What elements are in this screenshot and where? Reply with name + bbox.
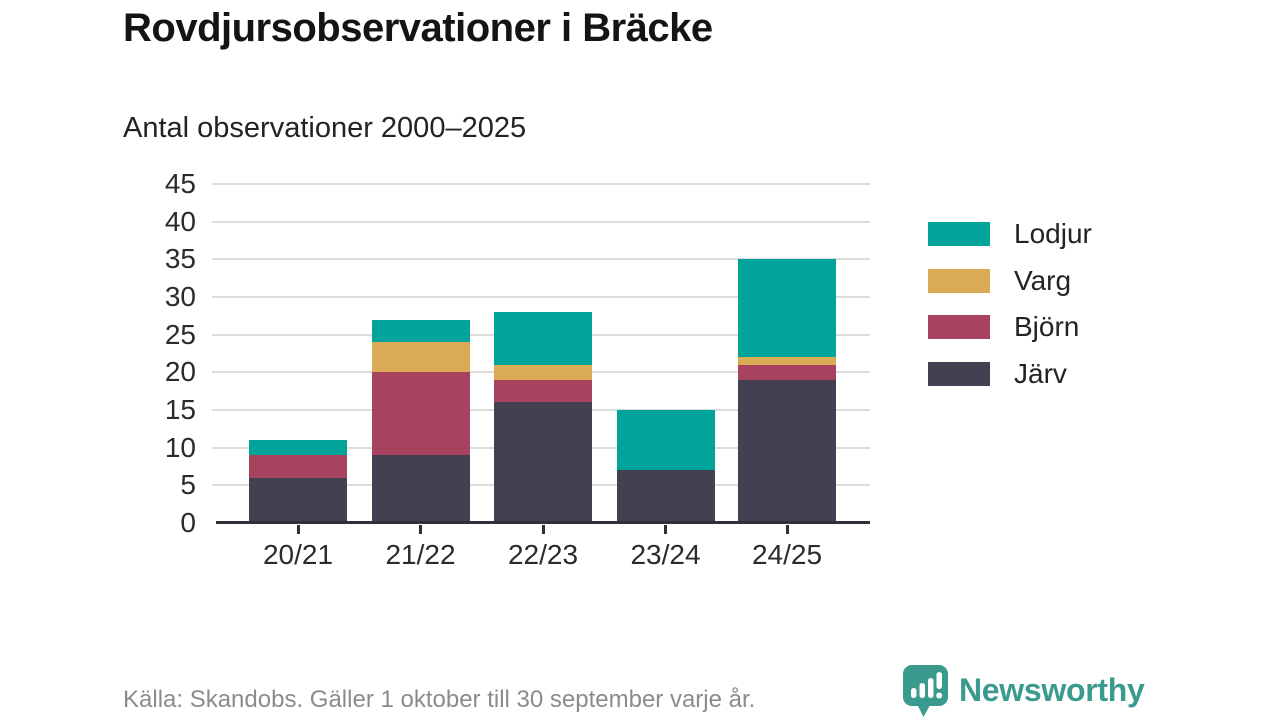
- bar-segment-Järv-20/21: [249, 477, 347, 523]
- bar-segment-Björn-22/23: [494, 379, 592, 403]
- gridline-30: [212, 296, 870, 298]
- x-tick-label-23/24: 23/24: [630, 539, 701, 570]
- legend-swatch-Varg: [928, 268, 990, 293]
- x-tick: [541, 525, 545, 534]
- bar-segment-Järv-23/24: [616, 470, 715, 523]
- newsworthy-wordmark: Newsworthy: [959, 672, 1145, 708]
- newsworthy-logo[interactable]: Newsworthy: [903, 665, 1145, 718]
- y-tick-label: 20: [164, 356, 196, 388]
- bar-segment-Varg-22/23: [494, 364, 592, 380]
- x-tick-label-21/22: 21/22: [385, 539, 456, 570]
- x-tick: [785, 525, 789, 534]
- gridline-45: [212, 183, 870, 185]
- legend-swatch-Lodjur: [928, 222, 990, 247]
- legend: Lodjur Varg Björn Järv: [928, 211, 1092, 397]
- y-tick-label: 30: [164, 281, 196, 312]
- bar-segment-Lodjur-21/22: [371, 319, 470, 343]
- gridline-35: [212, 258, 870, 261]
- x-tick-label-22/23: 22/23: [507, 539, 579, 570]
- bar-segment-Lodjur-23/24: [616, 410, 715, 471]
- legend-label-Lodjur: Lodjur: [1014, 218, 1092, 250]
- y-tick-label: 25: [164, 318, 196, 350]
- y-tick-label: 45: [164, 168, 196, 199]
- x-tick: [664, 525, 667, 534]
- bar-21/22: [371, 184, 470, 523]
- legend-label-Järv: Järv: [1014, 357, 1067, 389]
- legend-swatch-Björn: [928, 315, 990, 340]
- bar-segment-Varg-21/22: [371, 342, 470, 373]
- bar-segment-Björn-24/25: [738, 364, 836, 380]
- bar-24/25: [738, 184, 836, 523]
- bar-segment-Järv-21/22: [371, 455, 470, 523]
- bar-segment-Lodjur-22/23: [494, 312, 592, 365]
- chart-title: Rovdjursobservationer i Bräcke: [123, 6, 713, 50]
- bar-23/24: [616, 184, 715, 523]
- bar-22/23: [494, 184, 592, 523]
- source-note: Källa: Skandobs. Gäller 1 oktober till 3…: [123, 686, 756, 713]
- legend-swatch-Järv: [928, 361, 990, 386]
- bar-segment-Björn-21/22: [371, 372, 470, 456]
- legend-item-Varg: Varg: [928, 258, 1092, 305]
- newsworthy-speech-bubble-bar-chart-icon: [903, 665, 948, 717]
- legend-label-Björn: Björn: [1014, 311, 1080, 343]
- legend-item-Björn: Björn: [928, 304, 1092, 351]
- bar-segment-Järv-24/25: [738, 379, 836, 523]
- bar-segment-Lodjur-20/21: [249, 440, 347, 456]
- plot-area: 20/21 21/22 22/23 23/24 24/25: [212, 183, 870, 570]
- bar-segment-Lodjur-24/25: [738, 259, 836, 358]
- bar-segment-Järv-22/23: [494, 402, 592, 523]
- y-tick-label: 5: [180, 469, 196, 501]
- bar-segment-Varg-24/25: [738, 357, 836, 365]
- chart-subtitle: Antal observationer 2000–2025: [123, 112, 527, 144]
- x-axis-line: [216, 521, 870, 524]
- y-tick-label: 35: [164, 243, 196, 275]
- y-tick-label: 15: [164, 394, 196, 425]
- legend-label-Varg: Varg: [1014, 264, 1072, 296]
- x-tick-label-20/21: 20/21: [262, 539, 334, 570]
- bar-20/21: [249, 184, 347, 523]
- gridline-40: [212, 220, 870, 223]
- y-tick-label: 0: [180, 507, 196, 538]
- y-axis-labels: 0 5 10 15 20 25 30 35 40 45: [110, 169, 196, 538]
- legend-item-Lodjur: Lodjur: [928, 211, 1092, 258]
- x-tick: [419, 525, 422, 534]
- x-tick-label-24/25: 24/25: [751, 539, 823, 570]
- legend-item-Järv: Järv: [928, 351, 1092, 398]
- x-tick: [296, 525, 300, 534]
- y-tick-label: 40: [164, 205, 196, 237]
- y-tick-label: 10: [164, 431, 196, 463]
- bar-segment-Björn-20/21: [249, 455, 347, 478]
